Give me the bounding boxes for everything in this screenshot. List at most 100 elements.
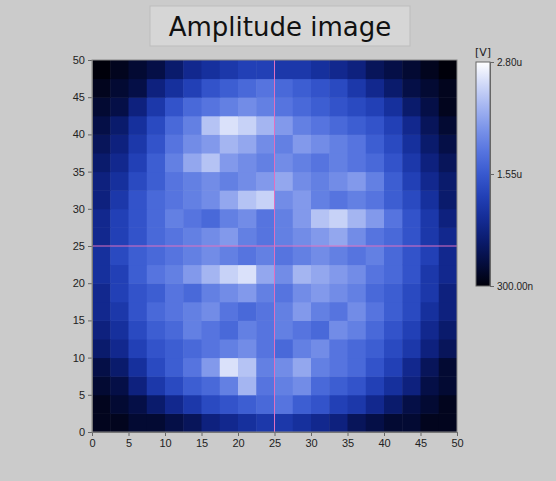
heatmap-cell	[202, 134, 221, 153]
y-tick: 35	[73, 166, 92, 178]
heatmap-cell	[329, 358, 348, 377]
heatmap-cell	[110, 172, 129, 191]
heatmap-cell	[311, 395, 330, 414]
heatmap-cell	[110, 79, 129, 98]
heatmap-cell	[275, 60, 294, 79]
heatmap-cell	[183, 60, 202, 79]
heatmap-cell	[110, 395, 129, 414]
y-tick: 45	[73, 91, 92, 103]
heatmap-cell	[348, 302, 367, 321]
colorbar-axis: 300.00n1.55u2.80u	[490, 57, 533, 292]
heatmap-cell	[311, 320, 330, 339]
plot-area	[92, 60, 457, 432]
x-tick-mark	[165, 432, 166, 436]
heatmap-cell	[384, 60, 403, 79]
heatmap-cell	[202, 153, 221, 172]
heatmap-cell	[329, 320, 348, 339]
heatmap-cell	[92, 283, 111, 302]
chart-root: Amplitude image0510152025303540455005101…	[0, 0, 556, 481]
heatmap-cell	[366, 116, 385, 135]
x-tick-label: 5	[126, 437, 132, 449]
heatmap-cell	[402, 227, 421, 246]
heatmap-cell	[329, 79, 348, 98]
heatmap-cell	[293, 134, 312, 153]
heatmap-cell	[147, 97, 166, 116]
heatmap-cell	[238, 60, 257, 79]
heatmap-cell	[165, 153, 184, 172]
heatmap-cell	[202, 116, 221, 135]
y-tick: 30	[73, 203, 92, 215]
y-tick-mark	[88, 172, 92, 173]
heatmap-cell	[384, 134, 403, 153]
heatmap-cell	[110, 302, 129, 321]
heatmap-cell	[384, 172, 403, 191]
heatmap-cell	[275, 209, 294, 228]
heatmap-cell	[421, 265, 440, 284]
heatmap-cell	[402, 376, 421, 395]
heatmap-cell	[402, 265, 421, 284]
heatmap-cell	[439, 227, 457, 246]
heatmap-cell	[311, 60, 330, 79]
heatmap-cell	[129, 209, 148, 228]
heatmap-cell	[402, 134, 421, 153]
heatmap-cell	[329, 302, 348, 321]
heatmap-cell	[329, 209, 348, 228]
heatmap-cell	[329, 376, 348, 395]
y-tick: 10	[73, 352, 92, 364]
heatmap-cell	[311, 172, 330, 191]
heatmap-cell	[220, 116, 239, 135]
x-tick: 10	[159, 432, 171, 449]
heatmap-cell	[402, 172, 421, 191]
heatmap-cell	[183, 153, 202, 172]
heatmap-cell	[293, 376, 312, 395]
heatmap-cell	[275, 320, 294, 339]
heatmap-cell	[129, 413, 148, 432]
heatmap-cell	[202, 190, 221, 209]
heatmap-cell	[421, 413, 440, 432]
y-tick-mark	[88, 395, 92, 396]
heatmap-cell	[238, 134, 257, 153]
heatmap-cell	[329, 190, 348, 209]
heatmap-cell	[92, 97, 111, 116]
heatmap-cell	[202, 395, 221, 414]
heatmap-cell	[147, 209, 166, 228]
heatmap-cell	[293, 172, 312, 191]
heatmap-cell	[439, 172, 457, 191]
heatmap-cell	[421, 116, 440, 135]
heatmap-cell	[348, 153, 367, 172]
colorbar-tick: 1.55u	[490, 169, 522, 180]
heatmap-cell	[92, 339, 111, 358]
heatmap-cell	[256, 116, 275, 135]
heatmap-cell	[129, 60, 148, 79]
heatmap-cell	[92, 79, 111, 98]
y-tick: 20	[73, 277, 92, 289]
heatmap-cell	[129, 302, 148, 321]
heatmap-cell	[92, 413, 111, 432]
heatmap-cell	[384, 97, 403, 116]
heatmap-cell	[92, 358, 111, 377]
heatmap-cell	[402, 395, 421, 414]
heatmap-cell	[92, 376, 111, 395]
heatmap-cell	[110, 376, 129, 395]
heatmap-cell	[384, 153, 403, 172]
heatmap-cell	[183, 134, 202, 153]
heatmap-cell	[238, 209, 257, 228]
heatmap-cell	[165, 358, 184, 377]
heatmap-cell	[348, 320, 367, 339]
heatmap-cell	[147, 79, 166, 98]
heatmap-cell	[275, 358, 294, 377]
heatmap-cell	[366, 302, 385, 321]
heatmap-cell	[293, 246, 312, 265]
heatmap-cell	[238, 302, 257, 321]
heatmap-cell	[256, 172, 275, 191]
heatmap-cell	[421, 153, 440, 172]
colorbar-tick: 300.00n	[490, 281, 533, 292]
heatmap-cell	[421, 339, 440, 358]
heatmap-cell	[311, 358, 330, 377]
heatmap-cell	[256, 413, 275, 432]
heatmap-cell	[110, 413, 129, 432]
heatmap-cell	[238, 413, 257, 432]
heatmap-cell	[311, 79, 330, 98]
heatmap-cell	[384, 227, 403, 246]
colorbar-label: [V]	[475, 46, 491, 59]
